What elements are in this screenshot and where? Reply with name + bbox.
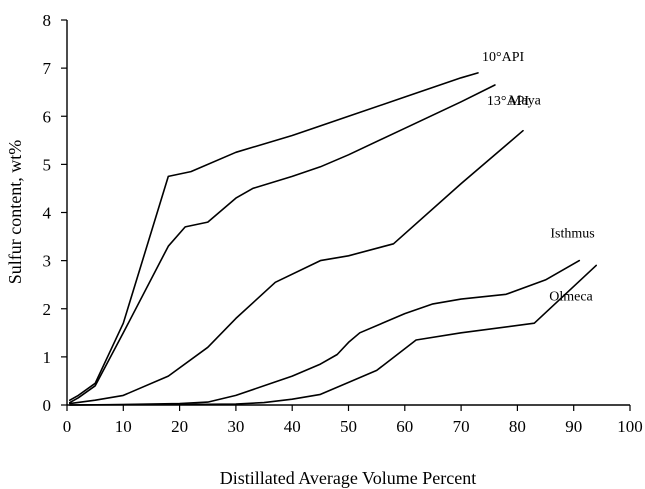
series-line-olmeca: [69, 264, 598, 406]
y-tick-label: 8: [43, 11, 52, 30]
x-tick-label: 80: [509, 417, 526, 436]
x-axis-title: Distillated Average Volume Percent: [220, 468, 476, 488]
x-tick-label: 30: [227, 417, 244, 436]
x-tick-label: 90: [565, 417, 582, 436]
y-tick-label: 6: [43, 107, 52, 126]
x-tick-label: 60: [396, 417, 413, 436]
series-label: Maya: [509, 94, 542, 109]
series-label: Olmeca: [549, 289, 593, 304]
series-label: 10°API: [482, 50, 524, 65]
series-line-isthmus: [69, 259, 581, 406]
y-axis-title: Sulfur content, wt%: [5, 140, 25, 284]
x-tick-label: 100: [617, 417, 643, 436]
x-ticks: 0 10 20 30 40 50 60 70 80 90 100: [63, 405, 643, 436]
x-tick-label: 0: [63, 417, 72, 436]
x-tick-label: 70: [453, 417, 470, 436]
series-line-10-api: [69, 72, 479, 402]
x-tick-label: 50: [340, 417, 357, 436]
y-tick-label: 0: [43, 396, 52, 415]
x-tick-label: 20: [171, 417, 188, 436]
y-tick-label: 1: [43, 348, 52, 367]
axes: [66, 20, 630, 406]
y-tick-label: 7: [43, 59, 52, 78]
x-tick-label: 10: [115, 417, 132, 436]
y-tick-label: 2: [43, 300, 52, 319]
series-line-maya: [69, 129, 524, 405]
y-tick-label: 5: [43, 155, 52, 174]
series-label: Isthmus: [550, 227, 594, 242]
x-tick-label: 40: [284, 417, 301, 436]
series-line-13-api: [69, 84, 496, 404]
y-ticks: 0 1 2 3 4 5 6 7 8: [43, 11, 67, 415]
y-tick-label: 4: [43, 204, 52, 223]
series-label: 13°API: [487, 94, 529, 109]
y-tick-label: 3: [43, 252, 52, 271]
series-lines: [69, 72, 598, 406]
